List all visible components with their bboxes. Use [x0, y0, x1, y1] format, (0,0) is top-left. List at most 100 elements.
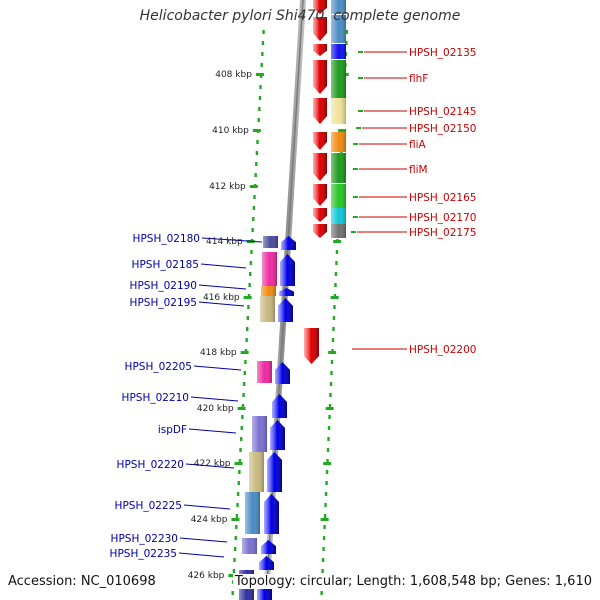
ruler-dot-left [239, 437, 243, 441]
ruler-dot-left [242, 382, 246, 386]
ruler-dot-left [238, 470, 241, 474]
ruler-major-tick-right [323, 462, 332, 465]
leader-line-minus [190, 396, 239, 402]
cog-bar-plus-shade [331, 15, 346, 43]
ruler-dot-right [335, 261, 338, 265]
leader-line-minus [201, 237, 263, 243]
gene-label-plus: flhF [409, 73, 428, 85]
gene-arrow-plus-shade [313, 60, 327, 94]
ruler-dot-left [238, 459, 242, 463]
leader-line-minus [178, 552, 225, 558]
cog-bar-minus-shade [252, 416, 267, 452]
leader-line-minus [193, 365, 242, 371]
ruler-dot-left [248, 283, 251, 287]
ruler-dot-left [260, 63, 263, 67]
cog-bar-plus-shade [331, 0, 346, 14]
gene-arrow-plus-shade [313, 153, 327, 181]
ruler-dot-left [232, 569, 236, 573]
gene-label-minus: HPSH_02205 [125, 361, 192, 373]
gene-arrow-plus-shade [313, 0, 327, 14]
ruler-dot-right [330, 360, 334, 364]
leader-line-minus [185, 463, 235, 469]
ruler-major-tick-right [325, 407, 334, 410]
gene-arrow-plus-shade [313, 44, 327, 56]
ruler-dot-right [345, 30, 349, 34]
gene-arrow-minus-shade [264, 494, 279, 534]
ruler-dot-left [244, 360, 247, 364]
gene-label-plus: HPSH_02165 [409, 192, 476, 204]
ruler-major-tick [228, 574, 237, 577]
ruler-dot-left [241, 415, 244, 419]
ruler-dot-left [255, 151, 259, 155]
ruler-dot-left [261, 41, 265, 45]
gene-arrow-plus-shade [313, 98, 327, 124]
ruler-dot-left [255, 162, 258, 166]
ruler-dot-left [252, 217, 255, 221]
gene-arrow-plus-shade [313, 132, 327, 150]
ruler-label: 408 kbp [215, 70, 252, 80]
ruler-dot-right [323, 514, 327, 518]
gene-label-plus: HPSH_02175 [409, 227, 476, 239]
ruler-major-tick [243, 296, 252, 299]
ruler-dot-left [233, 558, 236, 562]
cog-bar-plus-shade [331, 44, 346, 59]
figure-title: Helicobacter pylori Shi470, complete gen… [139, 8, 461, 24]
gene-label-plus: HPSH_02135 [409, 47, 476, 59]
ruler-dot-right [327, 426, 331, 430]
ruler-dot-right [325, 470, 329, 474]
cog-bar-plus-shade [331, 98, 346, 124]
cog-bar-plus-shade [331, 184, 346, 208]
ruler-label: 414 kbp [206, 237, 243, 247]
ruler-major-tick [252, 129, 261, 132]
ruler-dot-left [251, 228, 254, 232]
ruler-dot-left [249, 272, 252, 276]
ruler-major-tick [240, 351, 249, 354]
gene-arrow-minus-shade [261, 540, 276, 554]
ruler-dot-right [332, 316, 336, 320]
leader-line-minus [183, 504, 231, 510]
gene-label-minus: HPSH_02185 [132, 259, 199, 271]
gene-arrow-minus-shade [267, 452, 282, 492]
ruler-dot-left [241, 404, 245, 408]
gene-arrow-minus-shade [280, 254, 295, 286]
ruler-dot-right [324, 492, 328, 496]
ruler-dot-left [258, 107, 261, 111]
ruler-dot-right [324, 503, 327, 507]
cog-bar-minus-shade [260, 296, 275, 322]
ruler-label: 412 kbp [209, 182, 246, 192]
ruler-dot-left [240, 426, 243, 430]
ruler-dot-right [323, 525, 326, 529]
gene-label-minus: HPSH_02190 [130, 280, 197, 292]
gene-arrows [257, 0, 327, 600]
gene-label-minus: HPSH_02225 [115, 500, 182, 512]
ruler-dot-right [321, 569, 324, 573]
gene-arrow-minus-shade [270, 420, 285, 450]
ruler-dot-right [334, 283, 337, 287]
ruler-dot-left [257, 118, 260, 122]
ruler-dot-right [320, 591, 323, 595]
cog-bar-minus-shade [261, 286, 276, 296]
ruler-dot-left [231, 591, 234, 595]
cog-bar-minus-shade [242, 538, 257, 554]
gene-label-minus: HPSH_02180 [133, 233, 200, 245]
ruler-dot-left [239, 448, 242, 452]
cog-bar-minus-shade [263, 236, 278, 248]
gene-arrow-plus-shade [313, 224, 327, 238]
gene-label-plus: fliM [409, 164, 428, 176]
leader-line-minus [200, 263, 247, 269]
ruler-dot-right [333, 305, 336, 309]
ruler-dot-right [321, 558, 325, 562]
ruler-major-tick [249, 185, 258, 188]
ruler-dot-left [252, 206, 256, 210]
gene-label-minus: HPSH_02210 [122, 392, 189, 404]
gene-label-plus: HPSH_02150 [409, 123, 476, 135]
ruler-dot-left [246, 316, 250, 320]
gene-label-plus: HPSH_02200 [409, 344, 476, 356]
gene-label-minus: HPSH_02235 [110, 548, 177, 560]
ruler-major-tick-right [328, 351, 337, 354]
ruler-label: 410 kbp [212, 126, 249, 136]
ruler-dot-right [325, 481, 328, 485]
ruler-dot-left [249, 261, 253, 265]
accession-label: Accession: NC_010698 [8, 574, 160, 589]
ruler-dot-right [326, 459, 329, 463]
